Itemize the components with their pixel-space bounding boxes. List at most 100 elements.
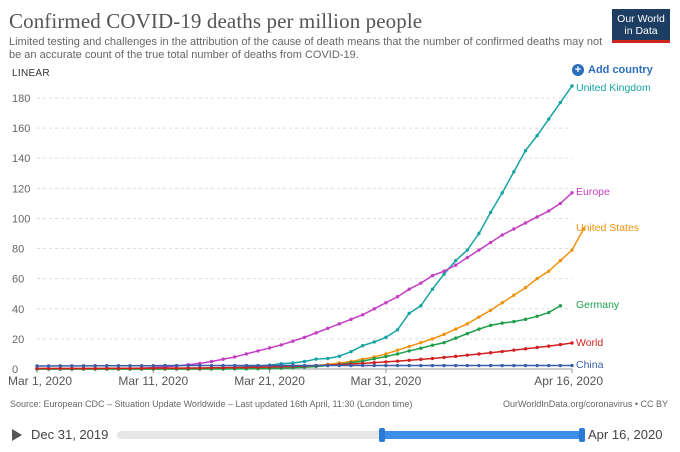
- series-label: United Kingdom: [576, 82, 651, 94]
- data-point: [105, 363, 109, 368]
- data-point: [558, 304, 563, 308]
- data-point: [93, 363, 97, 368]
- data-point: [291, 339, 295, 343]
- data-point: [442, 340, 446, 345]
- data-point: [442, 332, 446, 337]
- data-point: [523, 148, 528, 153]
- license-link[interactable]: OurWorldInData.org/coronavirus • CC BY: [502, 399, 668, 409]
- data-point: [547, 344, 551, 348]
- data-point: [302, 363, 307, 368]
- series-label: Europe: [576, 186, 610, 198]
- data-point: [291, 363, 295, 368]
- data-point: [512, 363, 516, 368]
- data-point: [337, 363, 342, 368]
- data-point: [419, 340, 423, 345]
- data-point: [523, 317, 528, 322]
- data-point: [372, 363, 376, 368]
- data-point: [512, 170, 516, 174]
- y-tick-label: 140: [12, 153, 30, 165]
- data-point: [477, 231, 481, 236]
- line-chart: 0 20 40 60 80 100 120 140 160 180 Mar 1, 2020 Mar 1…: [8, 82, 651, 388]
- data-point: [128, 363, 132, 368]
- data-point: [81, 364, 86, 368]
- add-country-button[interactable]: + Add country: [572, 64, 653, 76]
- data-point: [419, 281, 423, 285]
- data-point: [535, 276, 539, 281]
- data-point: [337, 322, 342, 326]
- data-point: [244, 363, 249, 368]
- data-point: [570, 248, 574, 252]
- add-country-label: Add country: [588, 64, 653, 76]
- data-point: [453, 258, 458, 263]
- data-point: [384, 354, 388, 359]
- play-icon[interactable]: [12, 429, 22, 441]
- timeline-end-handle[interactable]: [579, 428, 585, 442]
- data-point: [198, 366, 202, 370]
- y-tick-label: 180: [12, 93, 30, 105]
- data-point: [558, 201, 563, 206]
- series-line: [37, 228, 585, 370]
- data-point: [500, 349, 504, 354]
- data-point: [46, 364, 51, 368]
- data-point: [407, 344, 411, 349]
- data-point: [46, 366, 51, 371]
- data-point: [384, 335, 388, 340]
- source-note: Source: European CDC – Situation Update …: [10, 399, 413, 409]
- data-point: [477, 363, 481, 368]
- data-point: [326, 363, 330, 368]
- data-point: [488, 308, 493, 312]
- data-point: [512, 227, 516, 231]
- data-point: [465, 322, 470, 326]
- data-point: [221, 363, 225, 368]
- data-point: [477, 315, 481, 319]
- data-point: [326, 356, 330, 361]
- data-point: [326, 326, 330, 331]
- data-point: [442, 363, 446, 368]
- data-point: [163, 363, 167, 368]
- data-point: [535, 363, 539, 368]
- data-point: [488, 240, 493, 245]
- owid-logo[interactable]: Our World in Data: [612, 9, 670, 43]
- data-point: [570, 341, 574, 345]
- data-point: [407, 311, 411, 315]
- data-point: [430, 273, 435, 278]
- series-label: World: [576, 337, 603, 349]
- data-point: [267, 346, 272, 350]
- data-point: [314, 357, 318, 361]
- data-point: [488, 363, 493, 368]
- data-point: [535, 215, 539, 219]
- data-point: [547, 363, 551, 368]
- data-point: [395, 295, 400, 299]
- data-point: [535, 133, 539, 138]
- timeline-start-handle[interactable]: [379, 428, 386, 442]
- data-point: [360, 343, 365, 348]
- data-point: [419, 304, 423, 308]
- data-point: [384, 301, 388, 305]
- data-point: [523, 363, 528, 368]
- data-point: [430, 343, 435, 347]
- scale-toggle[interactable]: LINEAR: [12, 68, 50, 79]
- data-point: [349, 317, 353, 322]
- data-point: [581, 227, 586, 231]
- logo-line2: in Data: [624, 25, 658, 37]
- data-point: [372, 360, 376, 365]
- data-point: [70, 366, 74, 371]
- data-point: [535, 314, 539, 319]
- data-point: [500, 233, 504, 237]
- y-tick-label: 120: [12, 183, 30, 195]
- data-point: [395, 359, 400, 363]
- timeline-track[interactable]: [117, 428, 585, 442]
- y-tick-label: 20: [12, 334, 24, 346]
- data-point: [163, 366, 167, 370]
- data-point: [349, 363, 353, 368]
- data-point: [523, 286, 528, 290]
- data-point: [488, 323, 493, 328]
- data-point: [419, 363, 423, 368]
- data-point: [395, 363, 400, 368]
- data-point: [407, 363, 411, 368]
- data-point: [430, 337, 435, 341]
- data-point: [93, 366, 97, 371]
- data-point: [488, 351, 493, 355]
- data-point: [465, 248, 470, 252]
- data-point: [523, 221, 528, 225]
